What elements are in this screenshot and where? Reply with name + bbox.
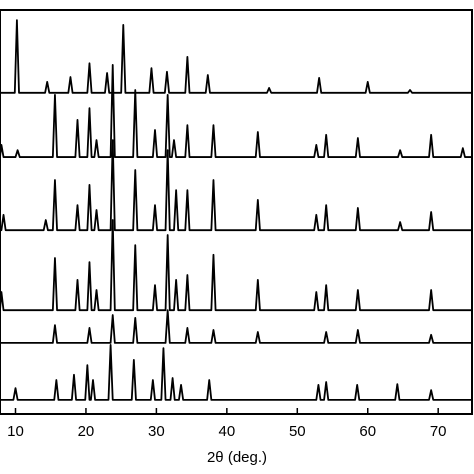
x-tick-label: 10 <box>7 423 24 440</box>
pattern-line <box>0 219 472 312</box>
x-tick-label: 40 <box>218 423 235 440</box>
plot-frame <box>0 9 473 415</box>
pattern-line <box>0 309 472 344</box>
x-tick-label: 70 <box>430 423 447 440</box>
x-tick-label: 50 <box>289 423 306 440</box>
pattern-line <box>0 344 472 401</box>
pattern-line <box>0 19 472 94</box>
x-tick-label: 60 <box>359 423 376 440</box>
x-tick-label: 30 <box>148 423 165 440</box>
pattern-line <box>0 139 472 232</box>
x-tick-label: 20 <box>78 423 95 440</box>
x-axis-label: 2θ (deg.) <box>207 449 267 466</box>
pattern-line <box>0 64 472 158</box>
